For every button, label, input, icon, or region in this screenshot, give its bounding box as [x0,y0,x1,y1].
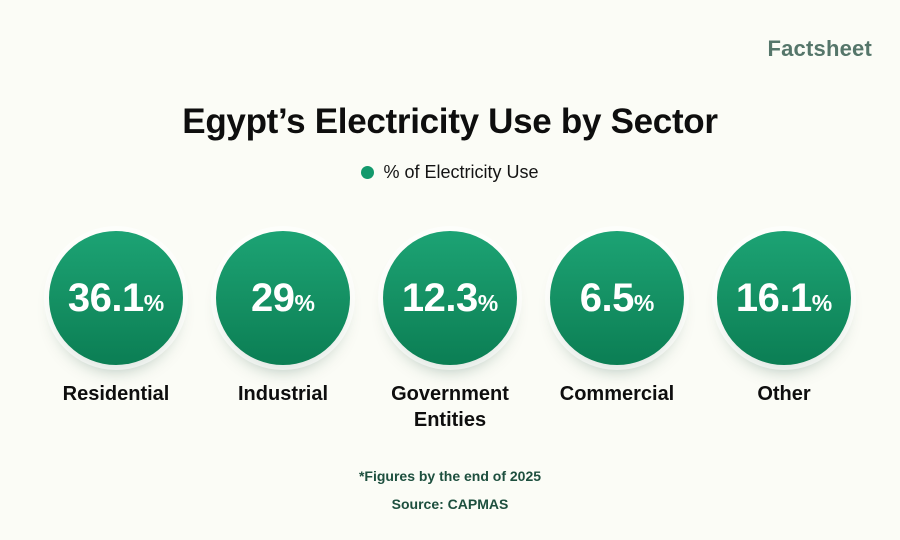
legend-label: % of Electricity Use [383,162,539,182]
value-unit: % [294,290,315,316]
value-unit: % [811,290,833,316]
bubble-value: 6.5% [580,278,655,318]
brand-wordmark: Factsheet [767,36,872,61]
value-number: 29 [251,276,295,320]
sector-label: Commercial [559,383,675,405]
value-unit: % [143,290,165,316]
bubble-value: 29% [251,278,315,318]
value-unit: % [477,290,499,316]
value-number: 6.5 [579,276,635,320]
bubble-other: 16.1% [717,231,851,365]
sector-residential: 36.1% Residential [49,231,183,407]
legend-dot-icon [361,166,375,179]
source-credit: Source: CAPMAS [391,496,509,512]
bubble-value: 16.1% [736,278,832,318]
bubble-industrial: 29% [216,231,350,365]
sector-industrial: 29% Industrial [216,231,350,407]
value-unit: % [633,290,655,316]
legend: % of Electricity Use [0,162,900,183]
value-number: 12.3 [401,276,478,320]
bubble-commercial: 6.5% [550,231,684,365]
sector-label: Government Entities [391,383,509,431]
sector-label: Industrial [237,383,328,405]
sector-label: Residential [62,383,170,405]
bubble-government-entities: 12.3% [383,231,517,365]
bubble-value: 12.3% [402,278,498,318]
sector-government-entities: 12.3% Government Entities [383,231,517,433]
sector-bubbles-row: 36.1% Residential 29% Industrial 12.3% G… [0,231,900,433]
chart-title: Egypt’s Electricity Use by Sector [182,102,718,141]
value-number: 16.1 [735,276,812,320]
bubble-residential: 36.1% [49,231,183,365]
bubble-value: 36.1% [68,278,164,318]
sector-label: Other [757,383,811,405]
sector-other: 16.1% Other [717,231,851,407]
sector-commercial: 6.5% Commercial [550,231,684,407]
footnote: *Figures by the end of 2025 [358,468,542,484]
value-number: 36.1 [67,276,144,320]
footer: *Figures by the end of 2025 Source: CAPM… [0,468,900,512]
